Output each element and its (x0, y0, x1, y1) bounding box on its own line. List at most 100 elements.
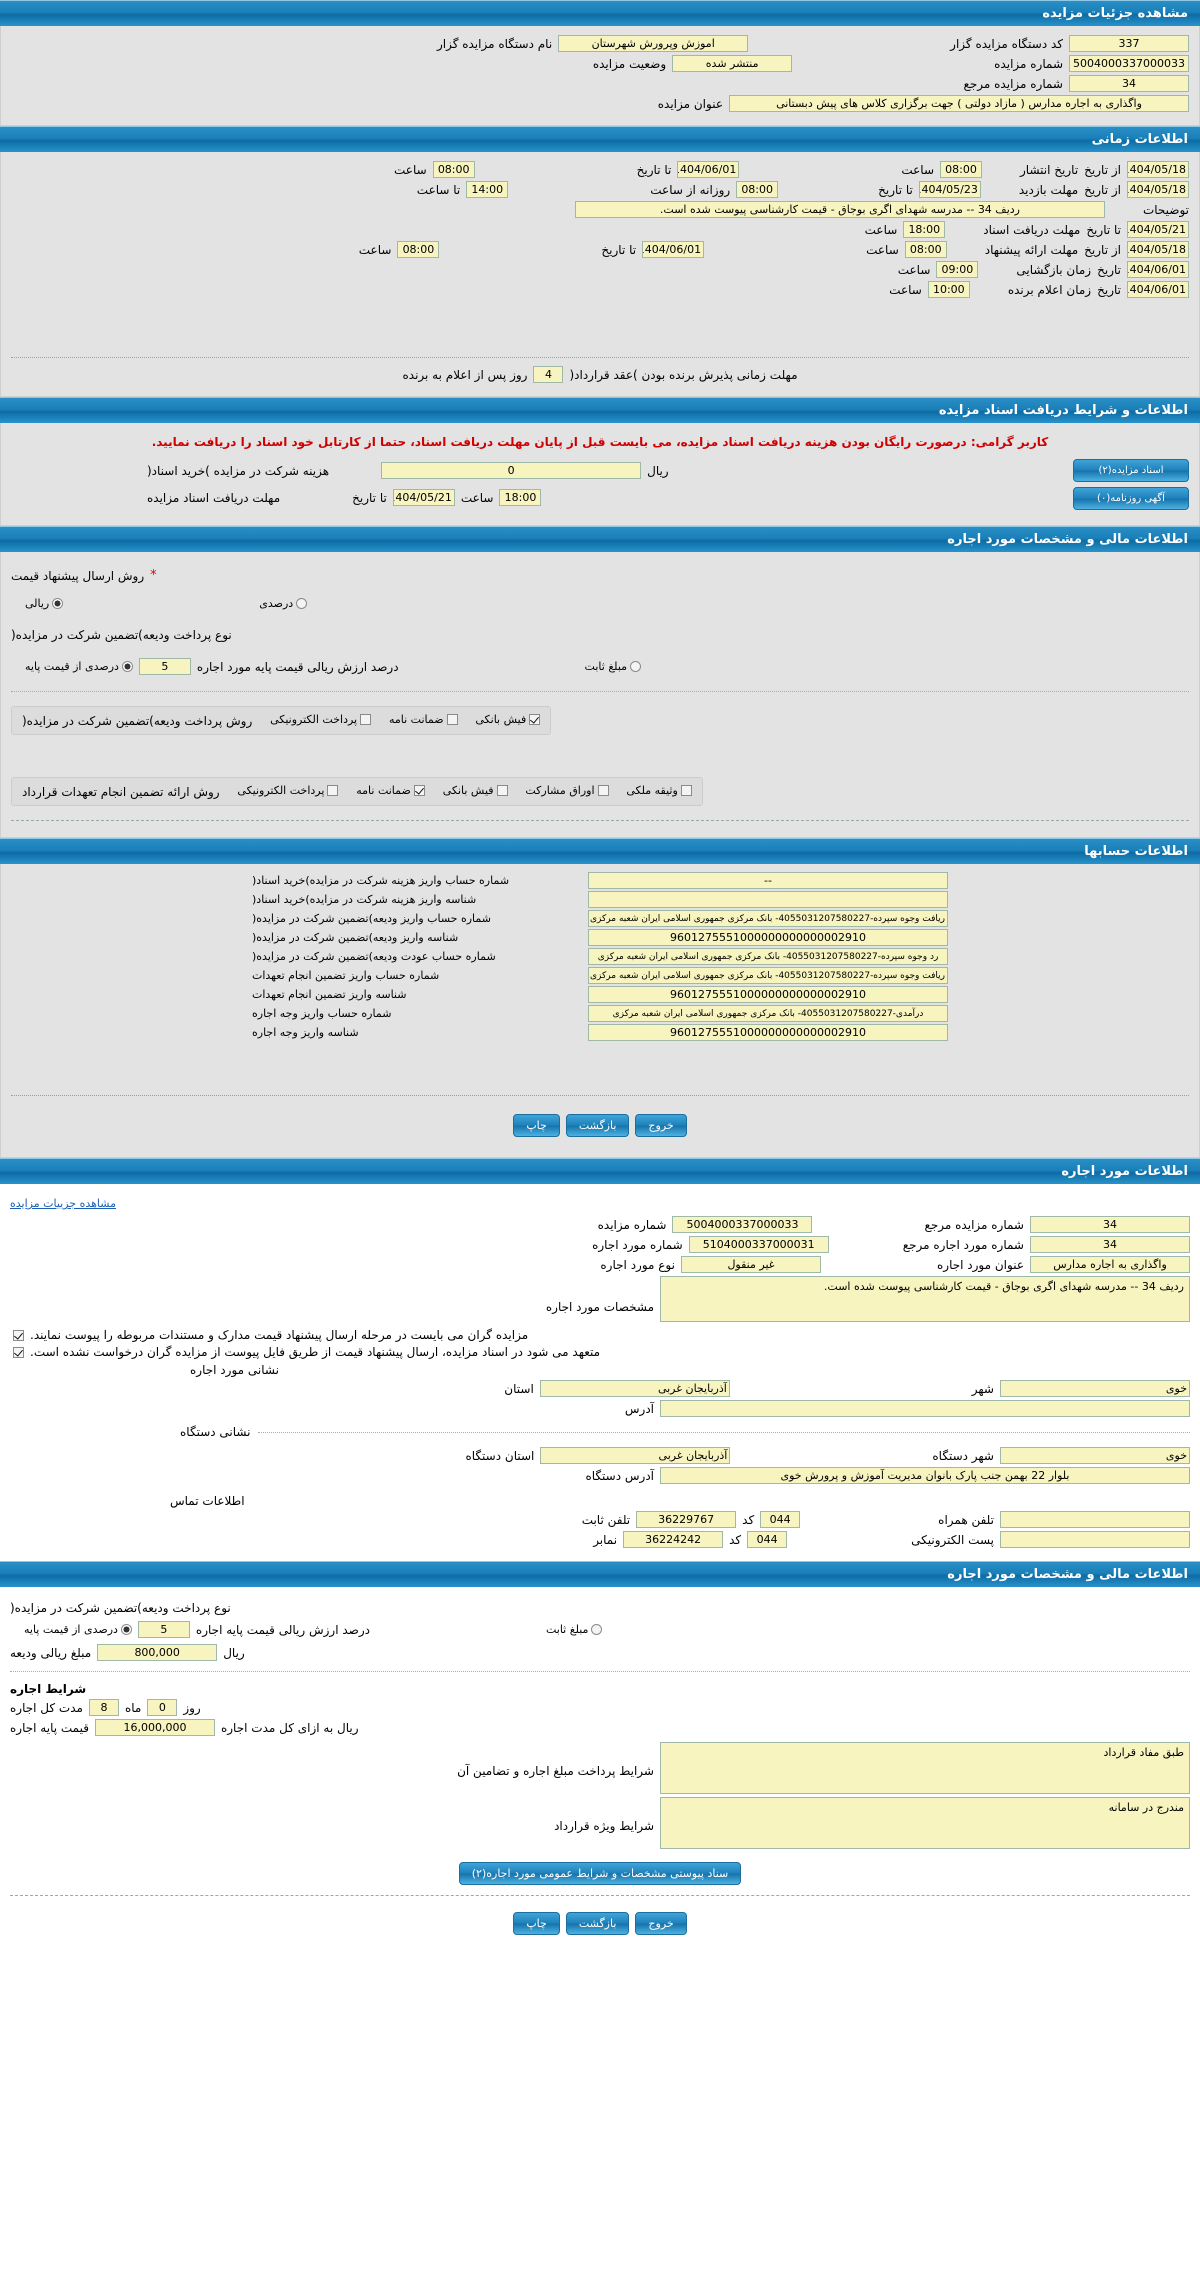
deposit-method-option-guarantee[interactable]: ضمانت نامه (389, 713, 458, 726)
radio-percent-icon[interactable] (296, 598, 308, 609)
rental-city-value[interactable]: خوی (1000, 1380, 1190, 1397)
account-deposit-number-value[interactable]: ریافت وجوه سپرده-4055031207580227- بانک … (588, 910, 948, 927)
print-button[interactable]: چاپ (513, 1114, 560, 1137)
rental-address-value[interactable] (660, 1400, 1190, 1417)
winner-date[interactable]: 1404/06/01 (1127, 281, 1189, 298)
back-button[interactable]: بازگشت (565, 1114, 630, 1137)
ref-number-value[interactable]: 34 (1069, 75, 1189, 92)
docs-deadline-time[interactable]: 18:00 (499, 489, 542, 506)
deposit-option-percent-2[interactable]: درصدی از قیمت پایه (24, 1623, 132, 1636)
guarantee-option-receipt[interactable]: فیش بانکی (443, 784, 508, 797)
deposit-method-option-epay[interactable]: پرداخت الکترونیکی (270, 713, 372, 726)
publish-to-date[interactable]: 1404/06/01 (677, 161, 740, 178)
deposit-percent-value[interactable]: 5 (138, 658, 191, 675)
rental-auction-number-value[interactable]: 5004000337000033 (672, 1216, 813, 1233)
visit-daily-to-time[interactable]: 14:00 (466, 181, 509, 198)
phone-value[interactable]: 36229767 (636, 1511, 737, 1528)
deposit-option-fixed[interactable]: مبلغ ثابت (585, 660, 642, 673)
deposit-amount-value[interactable]: 800,000 (97, 1644, 218, 1661)
duration-months-value[interactable]: 8 (88, 1699, 119, 1716)
auction-status-value[interactable]: منتشر شده (672, 55, 793, 72)
fax-value[interactable]: 36224242 (623, 1531, 724, 1548)
phone-code-value[interactable]: 044 (760, 1511, 801, 1528)
guarantee-option-epay[interactable]: پرداخت الکترونیکی (237, 784, 339, 797)
account-obligation-id-value[interactable]: 9601275551000000000000002910 (588, 986, 948, 1003)
checkbox-no-file-offer-icon[interactable] (13, 1346, 24, 1358)
guarantee-option-property-deed[interactable]: وثیقه ملکی (626, 784, 692, 797)
print-button-bottom[interactable]: چاپ (513, 1912, 560, 1935)
accept-deadline-days[interactable]: 4 (533, 366, 564, 383)
offer-to-date[interactable]: 1404/06/01 (642, 241, 705, 258)
radio-percent-of-base-icon[interactable] (121, 661, 133, 672)
opening-date[interactable]: 1404/06/01 (1127, 261, 1189, 278)
checkbox-guarantee-letter-icon[interactable] (446, 714, 458, 725)
radio-fixed-amount-icon[interactable] (630, 661, 642, 672)
winner-time[interactable]: 10:00 (927, 281, 970, 298)
account-deposit-id-value[interactable]: 9601275551000000000000002910 (588, 929, 948, 946)
duration-days-value[interactable]: 0 (147, 1699, 178, 1716)
price-method-option-rial[interactable]: ریالی (25, 597, 64, 610)
radio-fixed-amount-2-icon[interactable] (591, 1624, 603, 1635)
back-button-bottom[interactable]: بازگشت (565, 1912, 630, 1935)
rental-ref-item-number-value[interactable]: 34 (1030, 1236, 1190, 1253)
rental-type-value[interactable]: غیر منقول (680, 1256, 821, 1273)
account-rent-number-value[interactable]: درآمدی-4055031207580227- بانک مرکزی جمهو… (588, 1005, 948, 1022)
offer-from-date[interactable]: 1404/05/18 (1127, 241, 1189, 258)
account-purchase-id-value[interactable] (588, 891, 948, 908)
publish-from-date[interactable]: 1404/05/18 (1127, 161, 1189, 178)
visit-from-date[interactable]: 1404/05/18 (1127, 181, 1189, 198)
radio-rial-icon[interactable] (52, 598, 64, 609)
doc-deadline-date[interactable]: 1404/05/21 (1127, 221, 1189, 238)
account-obligation-number-value[interactable]: ریافت وجوه سپرده-4055031207580227- بانک … (588, 967, 948, 984)
newspaper-ad-button[interactable]: آگهی روزنامه(۰) (1073, 487, 1189, 510)
account-purchase-number-value[interactable]: -- (588, 872, 948, 889)
account-rent-id-value[interactable]: 9601275551000000000000002910 (588, 1024, 948, 1041)
rental-province-value[interactable]: آذربایجان غربی (539, 1380, 730, 1397)
guarantee-option-letter[interactable]: ضمانت نامه (356, 784, 425, 797)
deposit-option-percent[interactable]: درصدی از قیمت پایه (25, 660, 133, 673)
attached-documents-button[interactable]: سناد پیوستی مشخصات و شرایط عمومی مورد اج… (458, 1862, 742, 1885)
docs-deadline-date[interactable]: 1404/05/21 (392, 489, 455, 506)
checkbox-electronic-payment-icon[interactable] (360, 714, 372, 725)
participation-cost-value[interactable]: 0 (381, 462, 642, 479)
deposit-method-option-receipt[interactable]: فیش بانکی (475, 713, 541, 726)
special-terms-value[interactable]: مندرج در سامانه (660, 1797, 1190, 1849)
checkbox-participation-bonds-icon[interactable] (597, 785, 609, 796)
checkbox-guarantee-bank-receipt-icon[interactable] (496, 785, 508, 796)
rental-spec-value[interactable]: ردیف 34 -- مدرسه شهدای اگری بوجاق - قیمت… (660, 1276, 1190, 1322)
checkbox-guarantee-letter2-icon[interactable] (413, 785, 425, 796)
base-price-value[interactable]: 16,000,000 (94, 1719, 215, 1736)
auction-number-value[interactable]: 5004000337000033 (1069, 55, 1189, 72)
radio-percent-of-base-2-icon[interactable] (120, 1624, 132, 1635)
agency-city-value[interactable]: خوی (1000, 1447, 1190, 1464)
agency-name-value[interactable]: اموزش وپرورش شهرستان (558, 35, 749, 52)
fax-code-value[interactable]: 044 (747, 1531, 788, 1548)
pay-terms-value[interactable]: طبق مفاد قرارداد (660, 1742, 1190, 1794)
checkbox-guarantee-epay-icon[interactable] (327, 785, 339, 796)
publish-from-time[interactable]: 08:00 (940, 161, 983, 178)
doc-deadline-time[interactable]: 18:00 (903, 221, 946, 238)
visit-daily-from-time[interactable]: 08:00 (736, 181, 779, 198)
rental-item-number-value[interactable]: 5104000337000031 (688, 1236, 829, 1253)
opening-time[interactable]: 09:00 (936, 261, 979, 278)
agency-province-value[interactable]: آذربایجان غربی (540, 1447, 731, 1464)
checkbox-attach-docs-icon[interactable] (13, 1329, 24, 1341)
publish-to-time[interactable]: 08:00 (432, 161, 475, 178)
offer-from-time[interactable]: 08:00 (904, 241, 947, 258)
rental-ref-number-value[interactable]: 34 (1030, 1216, 1190, 1233)
guarantee-option-bonds[interactable]: اوراق مشارکت (525, 784, 609, 797)
mobile-value[interactable] (1000, 1511, 1190, 1528)
checkbox-bank-receipt-icon[interactable] (529, 714, 541, 725)
auction-title-value[interactable]: واگذاری به اجاره مدارس ( مازاد دولتی ) ج… (729, 95, 1189, 112)
deposit-percent-value-2[interactable]: 5 (137, 1621, 190, 1638)
view-auction-details-link[interactable]: مشاهده جزییات مزایده (10, 1197, 116, 1210)
agency-address-value[interactable]: بلوار 22 بهمن جنب پارک بانوان مدیریت آمو… (660, 1467, 1190, 1484)
offer-to-time[interactable]: 08:00 (397, 241, 440, 258)
rental-title-value[interactable]: واگذاری به اجاره مدارس (1030, 1256, 1190, 1273)
checkbox-property-deed-icon[interactable] (680, 785, 692, 796)
deposit-option-fixed-2[interactable]: مبلغ ثابت (546, 1623, 603, 1636)
auction-documents-button[interactable]: اسناد مزایده(۲) (1073, 459, 1189, 482)
exit-button[interactable]: خروج (635, 1114, 687, 1137)
visit-to-date[interactable]: 1404/05/23 (918, 181, 981, 198)
account-refund-number-value[interactable]: رد وجوه سپرده-4055031207580227- بانک مرک… (588, 948, 948, 965)
